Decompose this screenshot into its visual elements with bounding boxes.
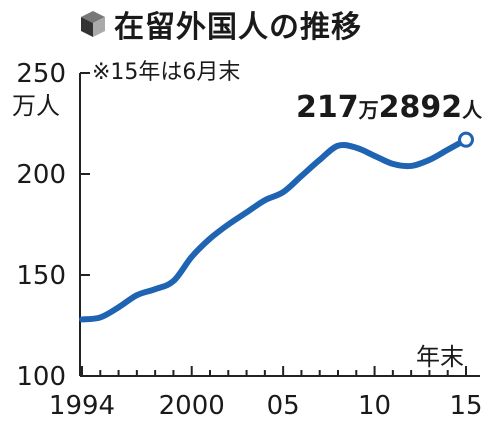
x-tick-label: 2000	[158, 391, 225, 421]
latest-value-callout: 217万2892人	[296, 90, 482, 125]
chart-note: ※15年は6月末	[92, 60, 241, 85]
chart-title: 在留外国人の推移	[114, 10, 362, 45]
callout-value-minor: 2892	[378, 90, 463, 125]
series-line	[79, 136, 469, 323]
callout-unit-major: 万	[358, 98, 379, 122]
cube-icon	[81, 11, 105, 37]
latest-point-marker	[458, 131, 474, 148]
callout-value-major: 217	[296, 90, 359, 125]
x-tick-label: 15	[449, 391, 483, 421]
y-tick-label: 150	[16, 261, 66, 291]
y-tick-label: 200	[16, 160, 66, 190]
chart-header: 在留外国人の推移	[80, 6, 362, 45]
chart-series	[79, 131, 474, 323]
x-tick-label: 05	[266, 391, 300, 421]
callout-unit-minor: 人	[462, 98, 483, 122]
x-tick-label: 1994	[48, 391, 116, 421]
y-tick-label: 100	[16, 362, 66, 392]
y-axis-unit: 万人	[12, 92, 60, 120]
x-tick-label: 10	[358, 391, 392, 421]
x-axis-unit: 年末	[416, 343, 464, 371]
chart-axes	[79, 72, 480, 377]
y-tick-label: 250	[16, 59, 66, 89]
